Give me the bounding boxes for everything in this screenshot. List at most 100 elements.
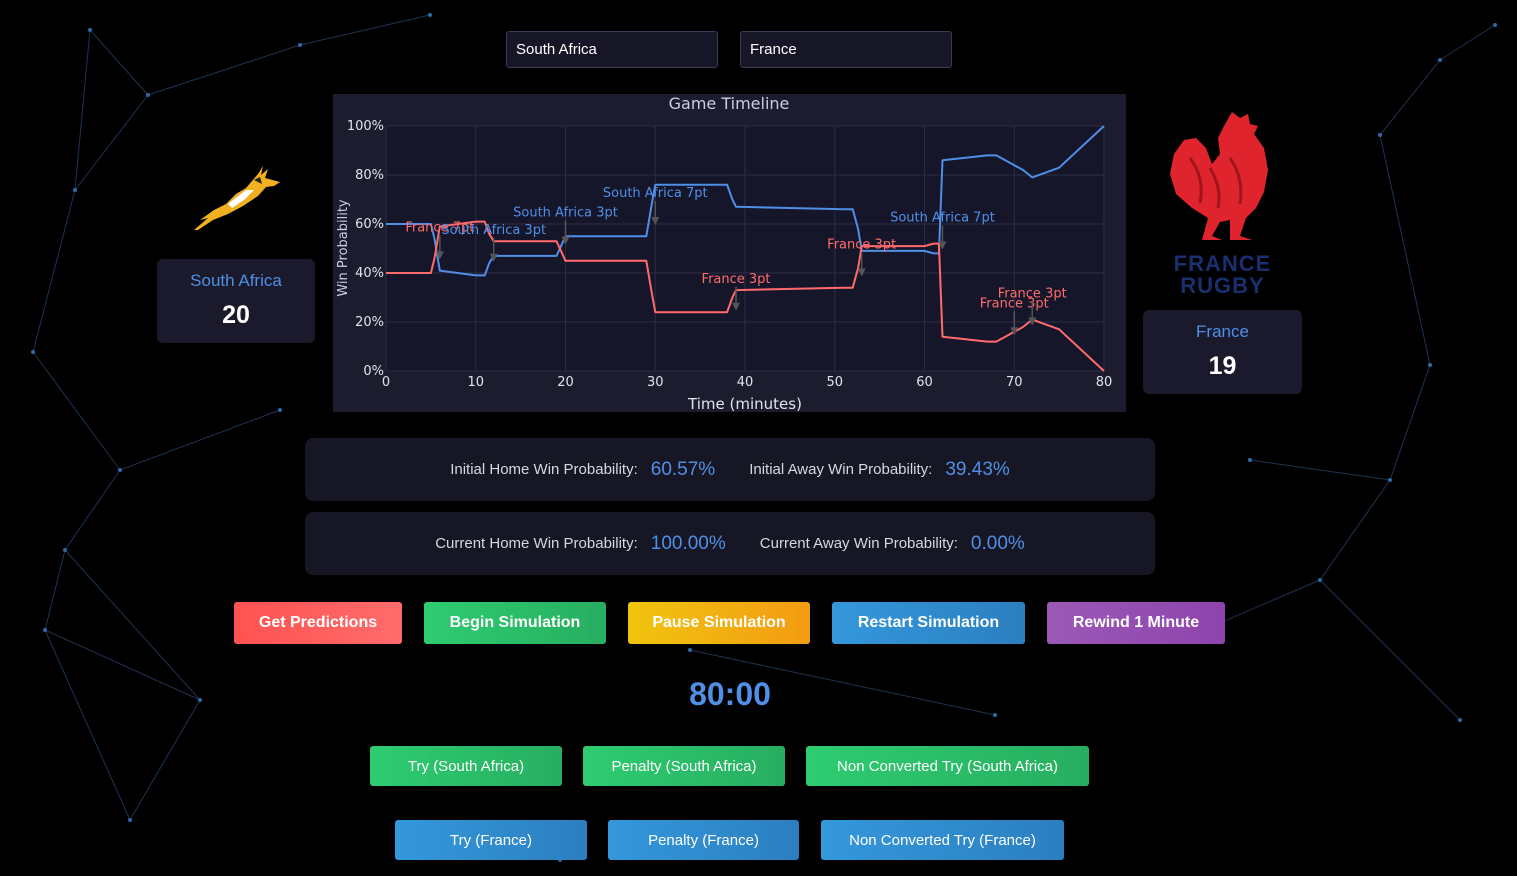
x-tick-label: 10 — [467, 375, 484, 390]
game-clock: 80:00 — [689, 676, 771, 712]
network-node — [73, 188, 77, 192]
x-tick-label: 30 — [647, 375, 664, 390]
x-tick-label: 40 — [737, 375, 754, 390]
x-tick-label: 60 — [916, 375, 933, 390]
network-line — [129, 699, 201, 821]
series-line-france — [386, 220, 1105, 372]
network-line — [1389, 364, 1431, 481]
series-line-south-africa — [386, 125, 1105, 277]
network-node — [198, 698, 202, 702]
restart-simulation-button[interactable]: Restart Simulation — [832, 602, 1025, 644]
network-node — [146, 93, 150, 97]
initial-away-label: Initial Away Win Probability: — [749, 461, 933, 478]
y-tick-label: 60% — [355, 217, 384, 232]
current-away-label: Current Away Win Probability: — [759, 535, 958, 552]
x-tick-label: 50 — [826, 375, 843, 390]
network-line — [32, 351, 121, 471]
network-node — [1318, 578, 1322, 582]
current-home-value: 100.00% — [650, 532, 726, 554]
away-score-card: France 19 — [1143, 310, 1302, 394]
event-annotation: South Africa 7pt — [603, 186, 708, 201]
y-tick-label: 100% — [347, 119, 384, 134]
annotation-arrowhead — [489, 253, 498, 262]
initial-home-value: 60.57% — [650, 458, 716, 480]
network-node — [1388, 478, 1392, 482]
penalty-south-africa-button[interactable]: Penalty (South Africa) — [583, 746, 785, 786]
network-line — [1379, 134, 1431, 366]
network-node — [278, 408, 282, 412]
network-line — [44, 629, 131, 821]
event-annotation: France 3pt — [998, 287, 1067, 302]
network-line — [89, 29, 149, 96]
network-line — [74, 94, 149, 191]
current-home-label: Current Home Win Probability: — [435, 535, 638, 552]
france-rugby-logo: FRANCE RUGBY — [1160, 108, 1285, 298]
network-line — [64, 549, 201, 701]
network-line — [1379, 59, 1441, 136]
x-tick-label: 0 — [382, 375, 390, 390]
try-france-button[interactable]: Try (France) — [395, 820, 587, 860]
annotation-arrowhead — [561, 236, 570, 245]
y-tick-label: 40% — [355, 266, 384, 281]
network-line — [74, 29, 91, 191]
home-score-card: South Africa 20 — [157, 259, 315, 343]
network-line — [1249, 459, 1391, 481]
get-predictions-button[interactable]: Get Predictions — [234, 602, 402, 644]
x-axis-label: Time (minutes) — [687, 395, 802, 412]
network-line — [299, 14, 431, 46]
annotation-arrowhead — [1010, 327, 1019, 336]
x-tick-label: 80 — [1096, 375, 1113, 390]
try-south-africa-button[interactable]: Try (South Africa) — [370, 746, 562, 786]
network-node — [1248, 458, 1252, 462]
chart-title: Game Timeline — [669, 94, 790, 113]
event-annotation: France 7pt — [405, 220, 474, 235]
springbok-logo — [194, 166, 280, 230]
non-converted-try-south-africa-button[interactable]: Non Converted Try (South Africa) — [806, 746, 1089, 786]
annotation-arrowhead — [651, 217, 660, 226]
initial-away-value: 39.43% — [945, 458, 1010, 480]
network-node — [118, 468, 122, 472]
y-tick-label: 20% — [355, 315, 384, 330]
network-line — [64, 469, 121, 551]
network-node — [43, 628, 47, 632]
rewind-minute-button[interactable]: Rewind 1 Minute — [1047, 602, 1225, 644]
penalty-france-button[interactable]: Penalty (France) — [608, 820, 799, 860]
home-team-select[interactable]: South Africa — [506, 31, 718, 68]
network-node — [1438, 58, 1442, 62]
event-annotation: South Africa 3pt — [441, 223, 546, 238]
network-line — [44, 629, 201, 701]
event-annotation: South Africa 7pt — [890, 211, 995, 226]
x-tick-label: 70 — [1006, 375, 1023, 390]
y-tick-label: 0% — [363, 364, 384, 379]
current-probability-panel: Current Home Win Probability: 100.00% Cu… — [305, 512, 1155, 575]
annotation-arrowhead — [938, 241, 947, 250]
network-node — [688, 648, 692, 652]
network-node — [1458, 718, 1462, 722]
annotation-arrowhead — [1028, 317, 1037, 326]
home-score: 20 — [222, 301, 250, 329]
away-team-name: France — [1196, 322, 1249, 341]
network-node — [1493, 23, 1497, 27]
network-line — [44, 549, 66, 631]
network-node — [993, 713, 997, 717]
event-annotation: South Africa 3pt — [513, 206, 618, 221]
home-team-name: South Africa — [190, 271, 282, 290]
logo-text-france: FRANCE — [1173, 251, 1272, 276]
x-tick-label: 20 — [557, 375, 574, 390]
current-away-value: 0.00% — [970, 532, 1025, 554]
network-node — [1428, 363, 1432, 367]
network-line — [1319, 579, 1461, 721]
initial-probability-panel: Initial Home Win Probability: 60.57% Ini… — [305, 438, 1155, 501]
away-team-select[interactable]: France — [740, 31, 952, 68]
pause-simulation-button[interactable]: Pause Simulation — [628, 602, 810, 644]
y-tick-label: 80% — [355, 168, 384, 183]
game-timeline-chart: France 7pt South Africa 3pt South Africa 3… — [333, 94, 1126, 413]
non-converted-try-france-button[interactable]: Non Converted Try (France) — [821, 820, 1064, 860]
initial-home-label: Initial Home Win Probability: — [450, 461, 638, 478]
begin-simulation-button[interactable]: Begin Simulation — [424, 602, 606, 644]
network-line — [1439, 24, 1496, 61]
event-annotation: France 3pt — [702, 272, 771, 287]
network-node — [128, 818, 132, 822]
away-score: 19 — [1208, 352, 1237, 380]
